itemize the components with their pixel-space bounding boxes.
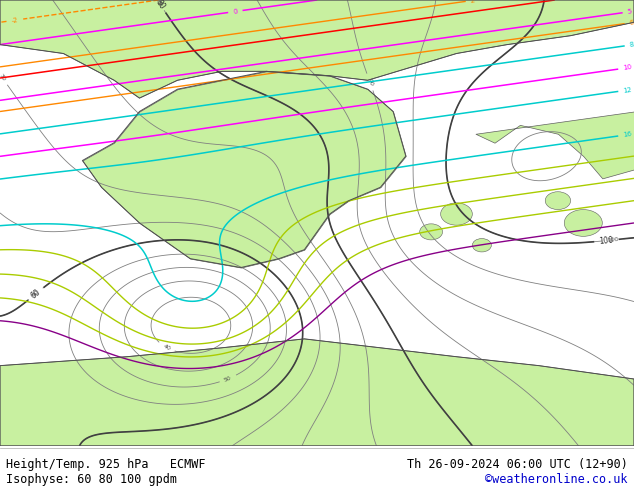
Text: Th 26-09-2024 06:00 UTC (12+90): Th 26-09-2024 06:00 UTC (12+90) <box>407 458 628 471</box>
Text: Isophyse: 60 80 100 gpdm: Isophyse: 60 80 100 gpdm <box>6 472 178 486</box>
Text: 40: 40 <box>162 343 171 351</box>
Circle shape <box>564 210 602 236</box>
Text: 16: 16 <box>623 131 633 138</box>
Text: ©weatheronline.co.uk: ©weatheronline.co.uk <box>485 472 628 486</box>
Text: 10: 10 <box>623 64 633 72</box>
Text: 100: 100 <box>607 237 619 243</box>
Text: 80: 80 <box>155 0 164 7</box>
Text: 60: 60 <box>29 287 42 300</box>
Text: 0: 0 <box>233 8 238 15</box>
Text: Height/Temp. 925 hPa   ECMWF: Height/Temp. 925 hPa ECMWF <box>6 458 206 471</box>
Text: 100: 100 <box>598 235 614 246</box>
Text: 6: 6 <box>629 19 634 26</box>
Circle shape <box>545 192 571 210</box>
Text: -2: -2 <box>11 17 18 24</box>
Text: 60: 60 <box>31 290 41 298</box>
Text: 70: 70 <box>0 73 6 82</box>
Text: 2: 2 <box>470 0 476 3</box>
Text: 90: 90 <box>366 77 373 87</box>
Circle shape <box>441 203 472 225</box>
Text: 5: 5 <box>627 8 632 15</box>
Text: 12: 12 <box>623 87 633 94</box>
Circle shape <box>420 224 443 240</box>
Circle shape <box>472 239 491 252</box>
Text: 50: 50 <box>223 375 233 383</box>
Text: 8: 8 <box>629 42 634 48</box>
Text: 80: 80 <box>153 0 167 11</box>
